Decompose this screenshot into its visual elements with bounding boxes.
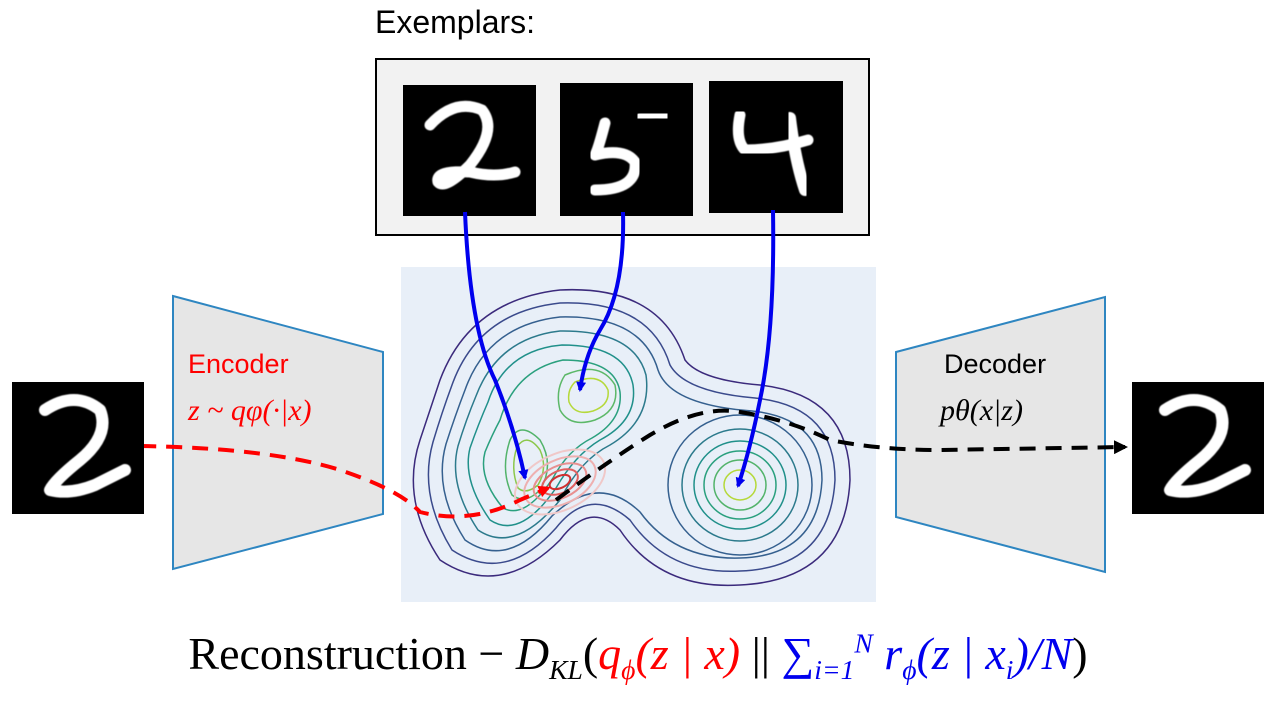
- formula-dkl-sub: KL: [549, 654, 583, 686]
- encoder-formula: z ~ qφ(·|x): [187, 394, 312, 427]
- exemplar-arrow-2: [463, 211, 529, 480]
- encoder-label: Encoder: [188, 349, 289, 379]
- decoder-block: [895, 295, 1106, 574]
- decoder-label: Decoder: [944, 349, 1046, 379]
- formula-prefix: Reconstruction −: [188, 628, 516, 679]
- formula-r-sub: ϕ: [902, 654, 917, 686]
- formula-close: ): [1072, 628, 1088, 679]
- exemplar-image-4: [709, 81, 843, 213]
- encoder-path: [139, 444, 551, 519]
- exemplar-arrow-5: [576, 211, 626, 392]
- decoder-formula: pθ(x|z): [938, 394, 1023, 427]
- exemplars-title: Exemplars:: [375, 4, 536, 40]
- objective-formula: Reconstruction − DKL(qϕ(z | x) || ∑i=1N …: [188, 627, 1088, 686]
- output-digit-image: [1132, 382, 1264, 514]
- latent-space-panel: [401, 267, 876, 602]
- formula-r-i: i: [1005, 654, 1014, 686]
- exemplar-image-5: [560, 83, 693, 216]
- encoder-block: [172, 294, 384, 571]
- formula-r-args: (z | x: [916, 628, 1006, 679]
- formula-r-end: )/N: [1013, 628, 1073, 679]
- exemplar-arrow-4: [735, 209, 776, 488]
- formula-dkl: D: [515, 628, 550, 679]
- latent-contours: [412, 288, 851, 587]
- formula-q-args: (z | x): [635, 628, 741, 679]
- formula-q-sub: ϕ: [621, 654, 636, 686]
- formula-sum-sub: i=1: [814, 654, 855, 686]
- exemplar-image-2: [403, 85, 536, 216]
- formula-sum: ∑: [781, 628, 815, 679]
- input-digit-image: [12, 382, 144, 514]
- decoder-path: [554, 408, 1128, 502]
- formula-r: r: [872, 628, 903, 679]
- formula-sep: ||: [740, 628, 782, 679]
- formula-sum-sup: N: [854, 627, 873, 659]
- formula-q: q: [598, 628, 622, 679]
